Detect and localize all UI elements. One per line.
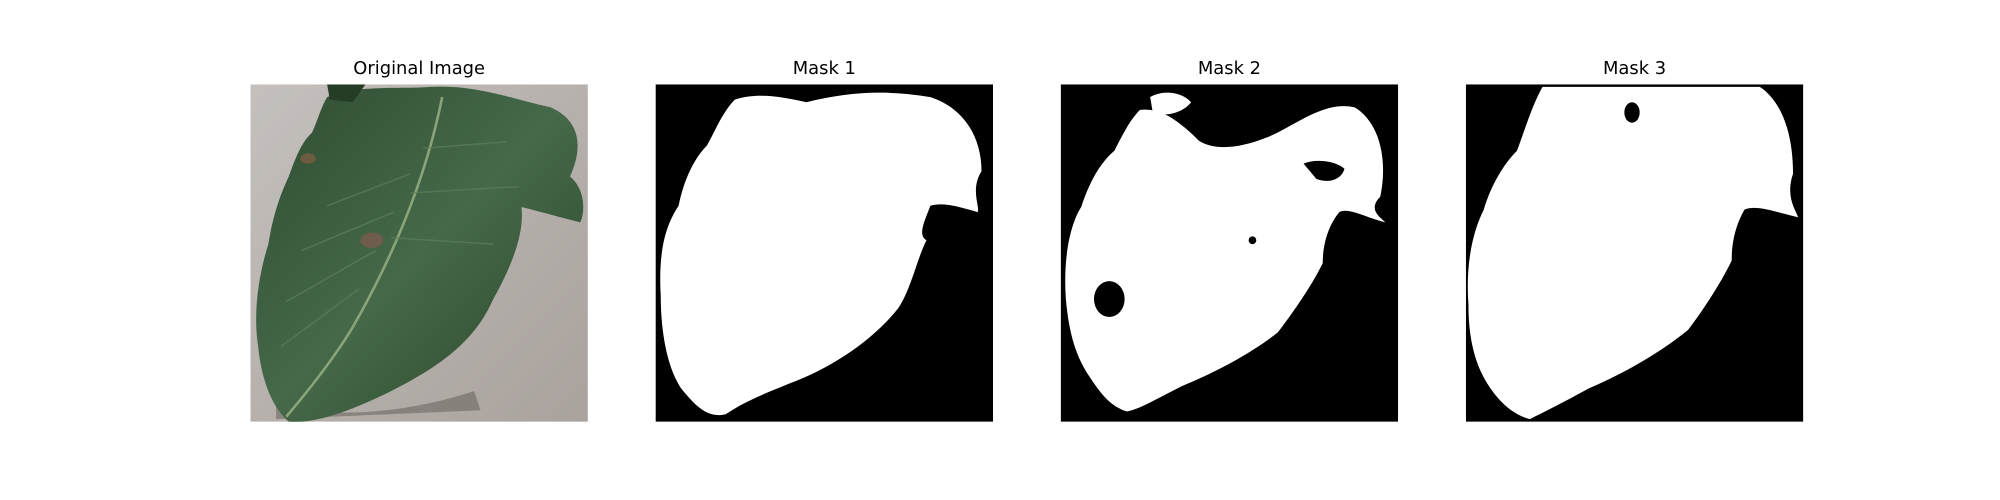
panel-title-mask-1: Mask 1	[792, 58, 856, 80]
leaf-veins	[280, 141, 519, 347]
original-image-panel	[250, 84, 588, 422]
mask-3-hole	[1624, 102, 1640, 123]
mask-1-panel	[655, 84, 994, 422]
mask-3-foreground	[1467, 86, 1799, 420]
leaf-stem-top	[327, 84, 366, 103]
mask-1-image	[655, 84, 994, 422]
mask-2-hole	[1093, 281, 1125, 317]
panel-title-original: Original Image	[353, 58, 486, 80]
mask-2-fragment	[1150, 92, 1192, 115]
mask-2-speck	[1248, 236, 1257, 245]
mask-3-image	[1465, 84, 1804, 422]
mask-2-notch	[1303, 160, 1345, 181]
mask-1-foreground	[660, 92, 982, 416]
panel-title-mask-2: Mask 2	[1197, 58, 1262, 80]
leaf-body	[256, 86, 584, 422]
leaf-midrib	[285, 96, 444, 418]
mask-2-foreground	[1065, 106, 1386, 412]
mask-2-panel	[1060, 84, 1399, 422]
panel-title-mask-3: Mask 3	[1602, 58, 1667, 80]
mask-2-image	[1060, 84, 1399, 422]
leaf-photo-image	[250, 84, 588, 422]
leaf-spot	[360, 232, 384, 248]
leaf-spot-edge	[300, 153, 316, 164]
mask-3-panel	[1465, 84, 1804, 422]
